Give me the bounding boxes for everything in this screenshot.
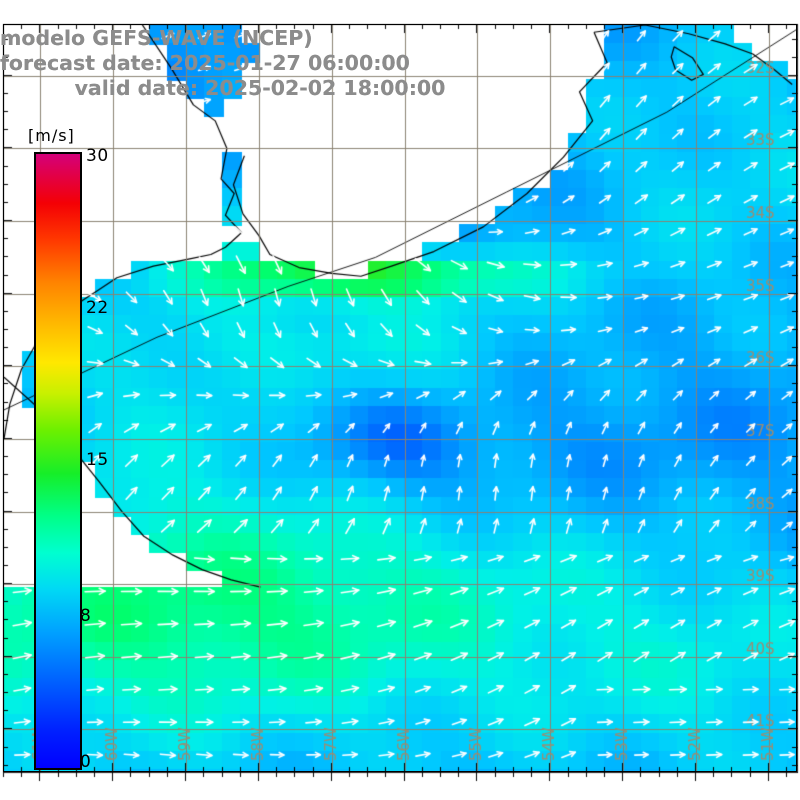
model-title: modelo GEFS-WAVE (NCEP): [0, 26, 313, 50]
colorbar-tick-15: 15: [86, 450, 109, 470]
colorbar-tick-8: 8: [80, 606, 92, 626]
map-plot-area[interactable]: [3, 24, 797, 772]
forecast-date-title: forecast date: 2025-01-27 06:00:00: [0, 51, 410, 75]
colorbar-tick-30: 30: [86, 146, 109, 166]
wind-direction-arrow-layer: [4, 25, 796, 771]
colorbar-units-label: [m/s]: [28, 126, 75, 145]
valid-date-title: valid date: 2025-02-02 18:00:00: [74, 76, 446, 100]
colorbar-tick-22: 22: [86, 298, 109, 318]
colorbar-tick-0: 0: [80, 752, 92, 772]
figure-title-block: modelo GEFS-WAVE (NCEP) forecast date: 2…: [0, 26, 520, 101]
colorbar-gradient[interactable]: [34, 152, 82, 770]
